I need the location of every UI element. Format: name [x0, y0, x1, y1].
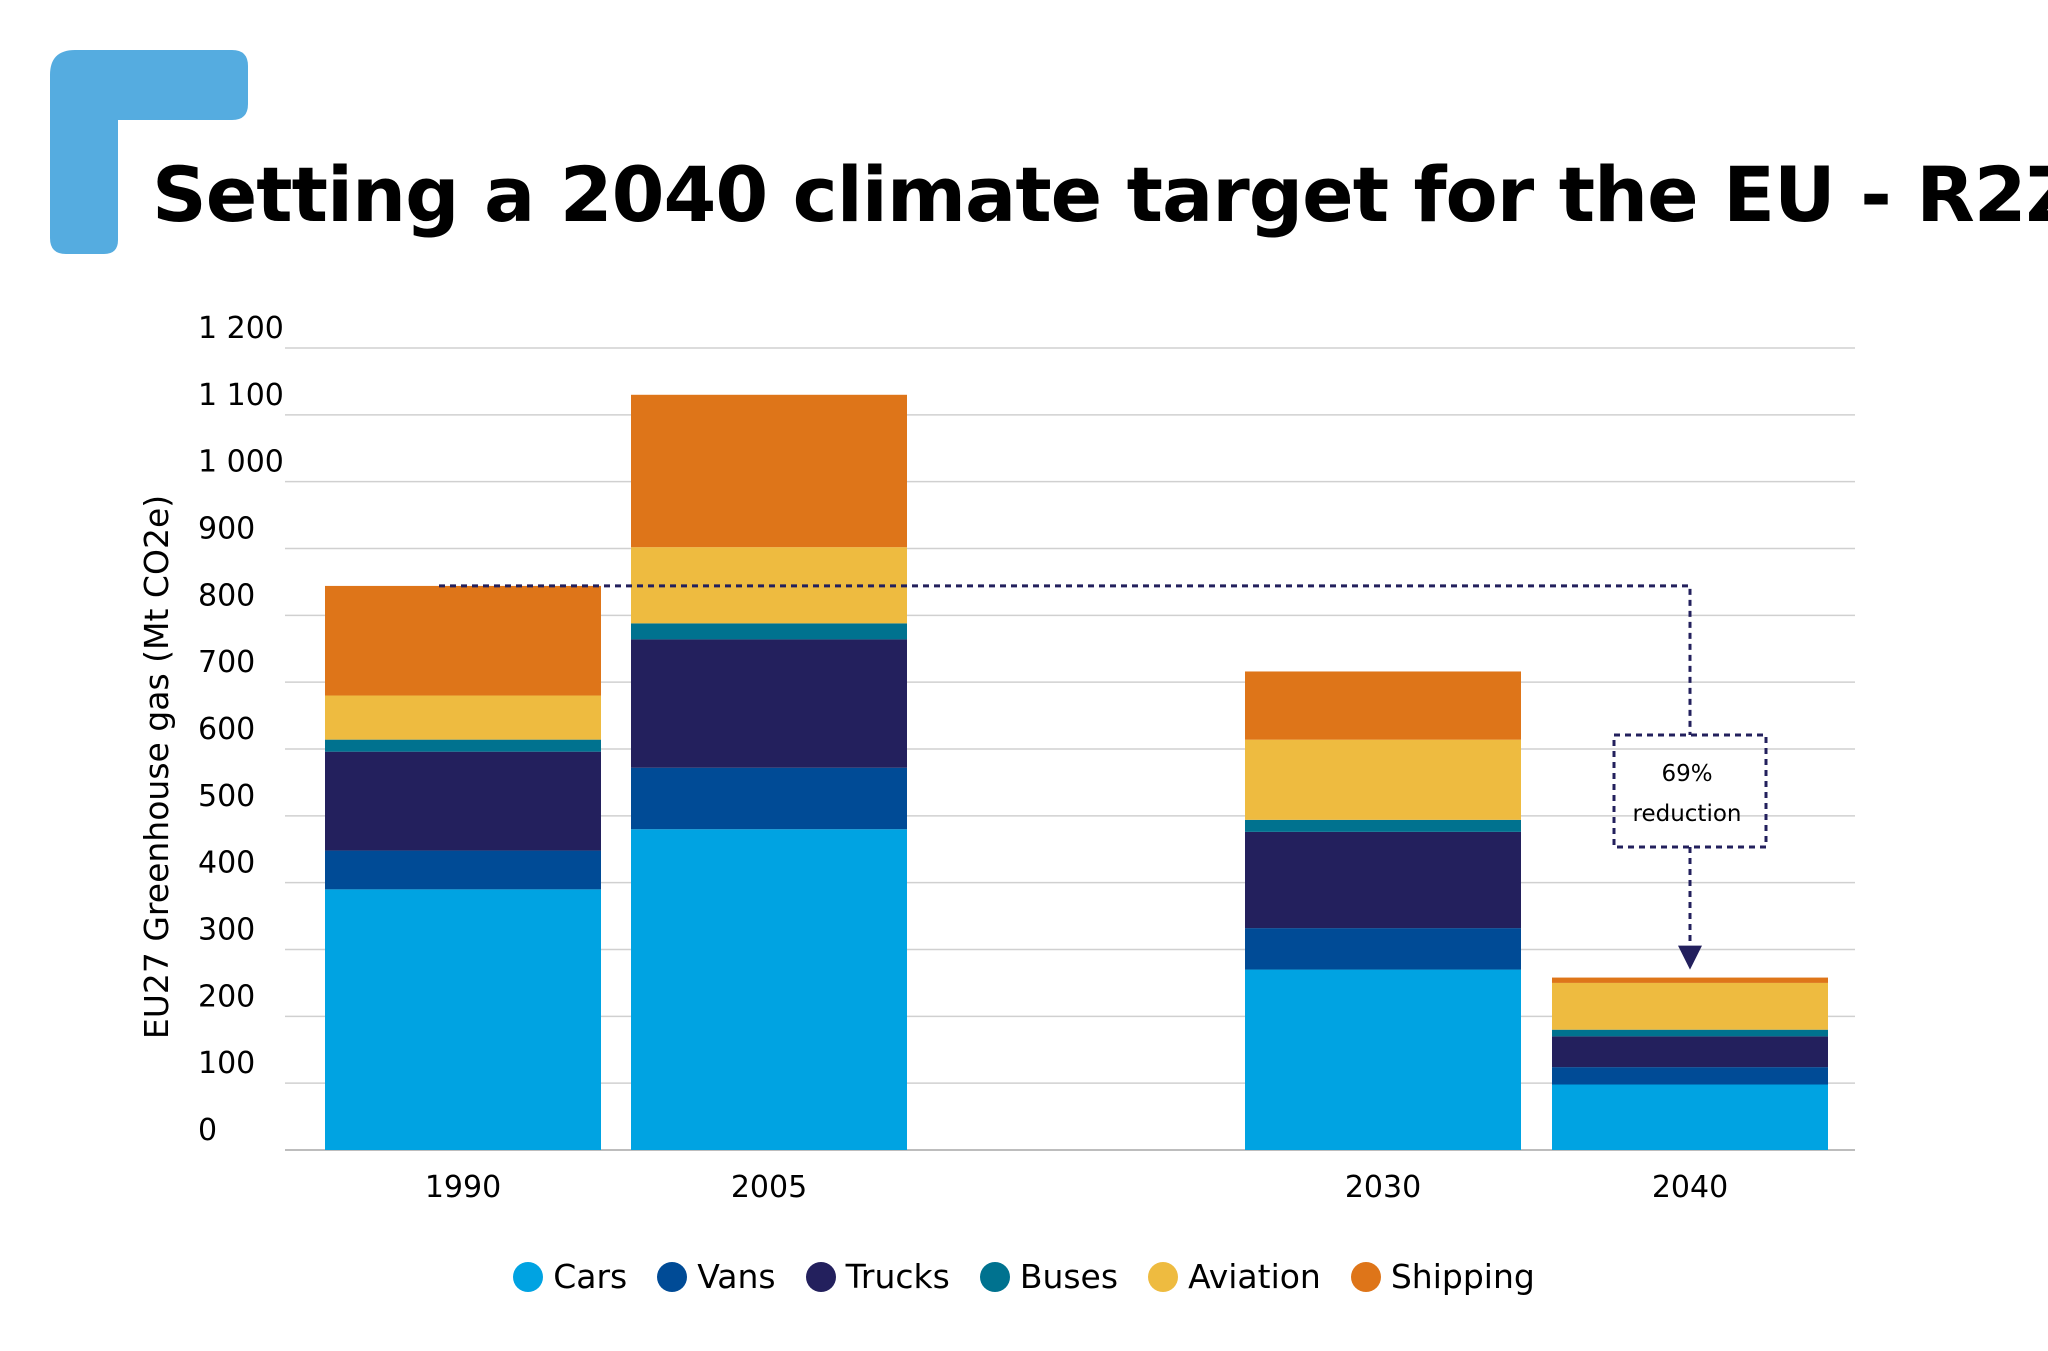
- y-tick-label: 100: [198, 1046, 255, 1081]
- bar-segment-shipping-2040: [1552, 977, 1828, 983]
- bar-segment-shipping-2005: [631, 394, 907, 548]
- y-tick-label: 600: [198, 712, 255, 747]
- bar-segment-vans-2030: [1245, 928, 1521, 970]
- legend-item-aviation: Aviation: [1148, 1257, 1321, 1296]
- y-tick-label: 700: [198, 645, 255, 680]
- y-tick-label: 1 000: [198, 445, 284, 480]
- annotation-text-line1: 69%: [1661, 761, 1712, 787]
- bar-segment-vans-1990: [325, 850, 601, 890]
- legend-swatch: [979, 1261, 1010, 1292]
- x-tick-label: 2005: [731, 1170, 807, 1205]
- legend-label: Trucks: [845, 1257, 950, 1296]
- bar-segment-buses-1990: [325, 739, 601, 752]
- y-tick-label: 300: [198, 913, 255, 948]
- page-title: Setting a 2040 climate target for the EU…: [152, 150, 2048, 239]
- bar-segment-trucks-2005: [631, 639, 907, 768]
- bar-segment-aviation-1990: [325, 695, 601, 740]
- bar-segment-shipping-1990: [325, 585, 601, 696]
- annotation-text-line2: reduction: [1633, 801, 1742, 827]
- legend-label: Aviation: [1188, 1257, 1321, 1296]
- bar-segment-vans-2040: [1552, 1067, 1828, 1085]
- y-axis-label: EU27 Greenhouse gas (Mt CO2e): [137, 495, 176, 1039]
- legend-swatch: [513, 1261, 544, 1292]
- legend-label: Cars: [553, 1257, 628, 1296]
- y-tick-label: 200: [198, 979, 255, 1014]
- bar-segment-trucks-2030: [1245, 831, 1521, 929]
- legend-swatch: [1350, 1261, 1381, 1292]
- x-tick-label: 1990: [425, 1170, 501, 1205]
- legend-label: Buses: [1019, 1257, 1119, 1296]
- bar-segment-vans-2005: [631, 767, 907, 830]
- legend-label: Shipping: [1390, 1257, 1535, 1296]
- y-tick-label: 0: [198, 1113, 217, 1148]
- brand-corner-logo: [50, 50, 248, 254]
- bar-segment-trucks-1990: [325, 751, 601, 851]
- y-tick-label: 400: [198, 846, 255, 881]
- legend-label: Vans: [697, 1257, 776, 1296]
- bar-segment-cars-2040: [1552, 1084, 1828, 1150]
- y-tick-label: 800: [198, 578, 255, 613]
- legend-item-cars: Cars: [513, 1257, 627, 1296]
- bar-segment-buses-2040: [1552, 1029, 1828, 1037]
- y-tick-label: 500: [198, 779, 255, 814]
- chart-legend: Cars Vans Trucks Buses Aviation Shipping: [0, 1257, 2048, 1296]
- bar-segment-aviation-2040: [1552, 982, 1828, 1030]
- x-tick-label: 2040: [1652, 1170, 1728, 1205]
- bar-segment-cars-2030: [1245, 969, 1521, 1150]
- legend-swatch: [657, 1261, 688, 1292]
- bar-segment-buses-2005: [631, 623, 907, 640]
- legend-item-trucks: Trucks: [805, 1257, 950, 1296]
- bar-segment-trucks-2040: [1552, 1036, 1828, 1068]
- y-tick-label: 1 200: [198, 311, 284, 346]
- bar-segment-aviation-2030: [1245, 739, 1521, 820]
- legend-item-vans: Vans: [657, 1257, 776, 1296]
- annotation-box: [1612, 733, 1768, 849]
- legend-item-shipping: Shipping: [1350, 1257, 1535, 1296]
- annotation-arrowhead: [1678, 945, 1702, 970]
- legend-item-buses: Buses: [979, 1257, 1119, 1296]
- bar-segment-shipping-2030: [1245, 671, 1521, 740]
- legend-swatch: [1148, 1261, 1179, 1292]
- stacked-bar-chart: 0 100 200 300 400 500 600 700 800 900 1 000 1 100 1 …: [137, 311, 1855, 1205]
- bar-segment-cars-1990: [325, 889, 601, 1150]
- y-tick-label: 900: [198, 512, 255, 547]
- bar-segment-buses-2030: [1245, 819, 1521, 832]
- y-tick-label: 1 100: [198, 378, 284, 413]
- x-tick-label: 2030: [1345, 1170, 1421, 1205]
- bar-segment-cars-2005: [631, 829, 907, 1150]
- legend-swatch: [805, 1261, 836, 1292]
